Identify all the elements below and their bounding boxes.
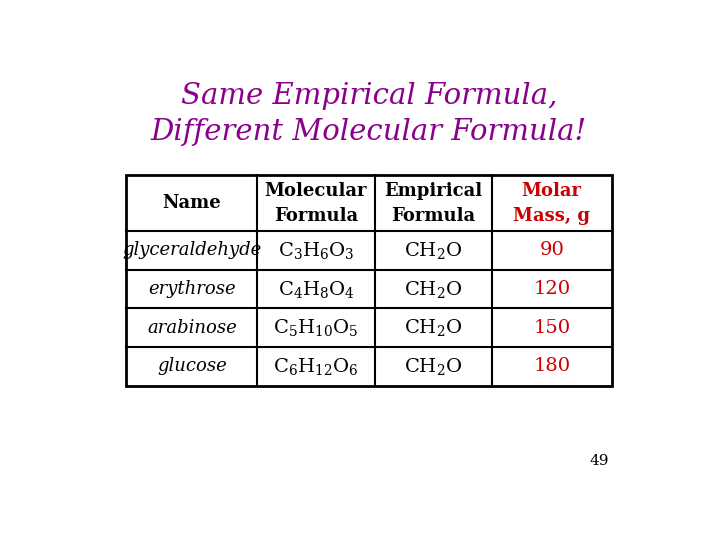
Text: 90: 90 — [539, 241, 564, 259]
Text: 150: 150 — [534, 319, 570, 337]
Text: $\mathregular{CH_2O}$: $\mathregular{CH_2O}$ — [404, 240, 462, 261]
Text: $\mathregular{C_3H_6O_3}$: $\mathregular{C_3H_6O_3}$ — [278, 240, 354, 261]
Text: Name: Name — [163, 194, 221, 212]
Text: glucose: glucose — [157, 357, 227, 375]
Text: $\mathregular{C_6H_{12}O_6}$: $\mathregular{C_6H_{12}O_6}$ — [274, 356, 359, 377]
Text: $\mathregular{CH_2O}$: $\mathregular{CH_2O}$ — [404, 279, 462, 300]
Text: Molecular
Formula: Molecular Formula — [265, 181, 367, 225]
Text: $\mathregular{CH_2O}$: $\mathregular{CH_2O}$ — [404, 356, 462, 377]
Text: Same Empirical Formula,: Same Empirical Formula, — [181, 82, 557, 110]
Text: $\mathregular{C_4H_8O_4}$: $\mathregular{C_4H_8O_4}$ — [278, 279, 354, 300]
Text: glyceraldehyde: glyceraldehyde — [122, 241, 261, 259]
Text: 120: 120 — [534, 280, 570, 298]
Text: Empirical
Formula: Empirical Formula — [384, 181, 482, 225]
Text: $\mathregular{C_5H_{10}O_5}$: $\mathregular{C_5H_{10}O_5}$ — [274, 318, 359, 338]
Text: erythrose: erythrose — [148, 280, 235, 298]
Text: 180: 180 — [534, 357, 570, 375]
Text: Molar
Mass, g: Molar Mass, g — [513, 181, 590, 225]
Text: $\mathregular{CH_2O}$: $\mathregular{CH_2O}$ — [404, 318, 462, 338]
Bar — [126, 175, 612, 386]
Text: arabinose: arabinose — [147, 319, 237, 337]
Text: Different Molecular Formula!: Different Molecular Formula! — [151, 118, 587, 146]
Text: 49: 49 — [590, 454, 609, 468]
